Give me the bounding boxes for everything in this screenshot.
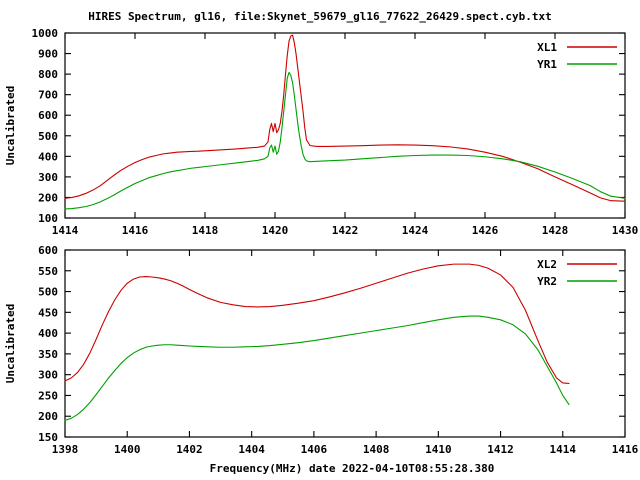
x-tick-label: 1414 — [52, 224, 79, 237]
x-tick-label: 1430 — [612, 224, 639, 237]
x-tick-label: 1416 — [122, 224, 149, 237]
y-tick-label: 700 — [38, 89, 58, 102]
x-tick-label: 1406 — [301, 443, 328, 456]
y-tick-label: 100 — [38, 212, 58, 225]
legend-label-yr2: YR2 — [537, 275, 557, 288]
x-tick-label: 1416 — [612, 443, 639, 456]
legend-label-yr1: YR1 — [537, 58, 557, 71]
y-tick-label: 800 — [38, 68, 58, 81]
y-tick-label: 500 — [38, 130, 58, 143]
y-tick-label: 400 — [38, 327, 58, 340]
legend-label-xl2: XL2 — [537, 258, 557, 271]
y-tick-label: 200 — [38, 410, 58, 423]
panel-bottom: 1398 1400 1402 1404 1406 1408 1410 1412 1414 1416… — [4, 244, 639, 456]
y-tick-label: 350 — [38, 348, 58, 361]
x-tick-label: 1418 — [192, 224, 219, 237]
x-tick-label: 1420 — [262, 224, 289, 237]
y-tick-label: 550 — [38, 265, 58, 278]
y-tick-label: 400 — [38, 150, 58, 163]
series-line-yr1 — [64, 71, 626, 210]
x-tick-label: 1428 — [542, 224, 569, 237]
y-tick-label: 500 — [38, 286, 58, 299]
y-axis-label: Uncalibrated — [4, 304, 17, 383]
y-tick-label: 450 — [38, 306, 58, 319]
series-line-xl2 — [64, 263, 570, 384]
y-tick-label: 300 — [38, 171, 58, 184]
x-tick-label: 1408 — [363, 443, 390, 456]
y-tick-label: 250 — [38, 389, 58, 402]
x-axis-caption: Frequency(MHz) date 2022-04-10T08:55:28.… — [210, 462, 495, 475]
y-tick-label: 300 — [38, 369, 58, 382]
x-tick-label: 1426 — [472, 224, 499, 237]
y-tick-label: 200 — [38, 191, 58, 204]
y-tick-label: 1000 — [32, 27, 59, 40]
x-tick-label: 1424 — [402, 224, 429, 237]
figure-title: HIRES Spectrum, gl16, file:Skynet_59679_… — [88, 10, 552, 23]
x-tick-label: 1404 — [238, 443, 265, 456]
y-axis-label: Uncalibrated — [4, 86, 17, 165]
y-tick-label: 600 — [38, 109, 58, 122]
x-tick-label: 1422 — [332, 224, 359, 237]
x-tick-label: 1402 — [176, 443, 203, 456]
x-tick-label: 1410 — [425, 443, 452, 456]
x-tick-label: 1412 — [487, 443, 514, 456]
x-tick-label: 1398 — [52, 443, 79, 456]
panel-top: 1414 1416 1418 1420 1422 1424 1426 1428 1430 100 2… — [4, 27, 638, 237]
x-tick-label: 1400 — [114, 443, 141, 456]
y-tick-label: 900 — [38, 48, 58, 61]
series-line-yr2 — [64, 315, 570, 421]
series-line-xl1 — [64, 34, 626, 202]
y-tick-label: 600 — [38, 244, 58, 257]
legend-label-xl1: XL1 — [537, 41, 557, 54]
y-tick-label: 150 — [38, 431, 58, 444]
x-tick-label: 1414 — [550, 443, 577, 456]
